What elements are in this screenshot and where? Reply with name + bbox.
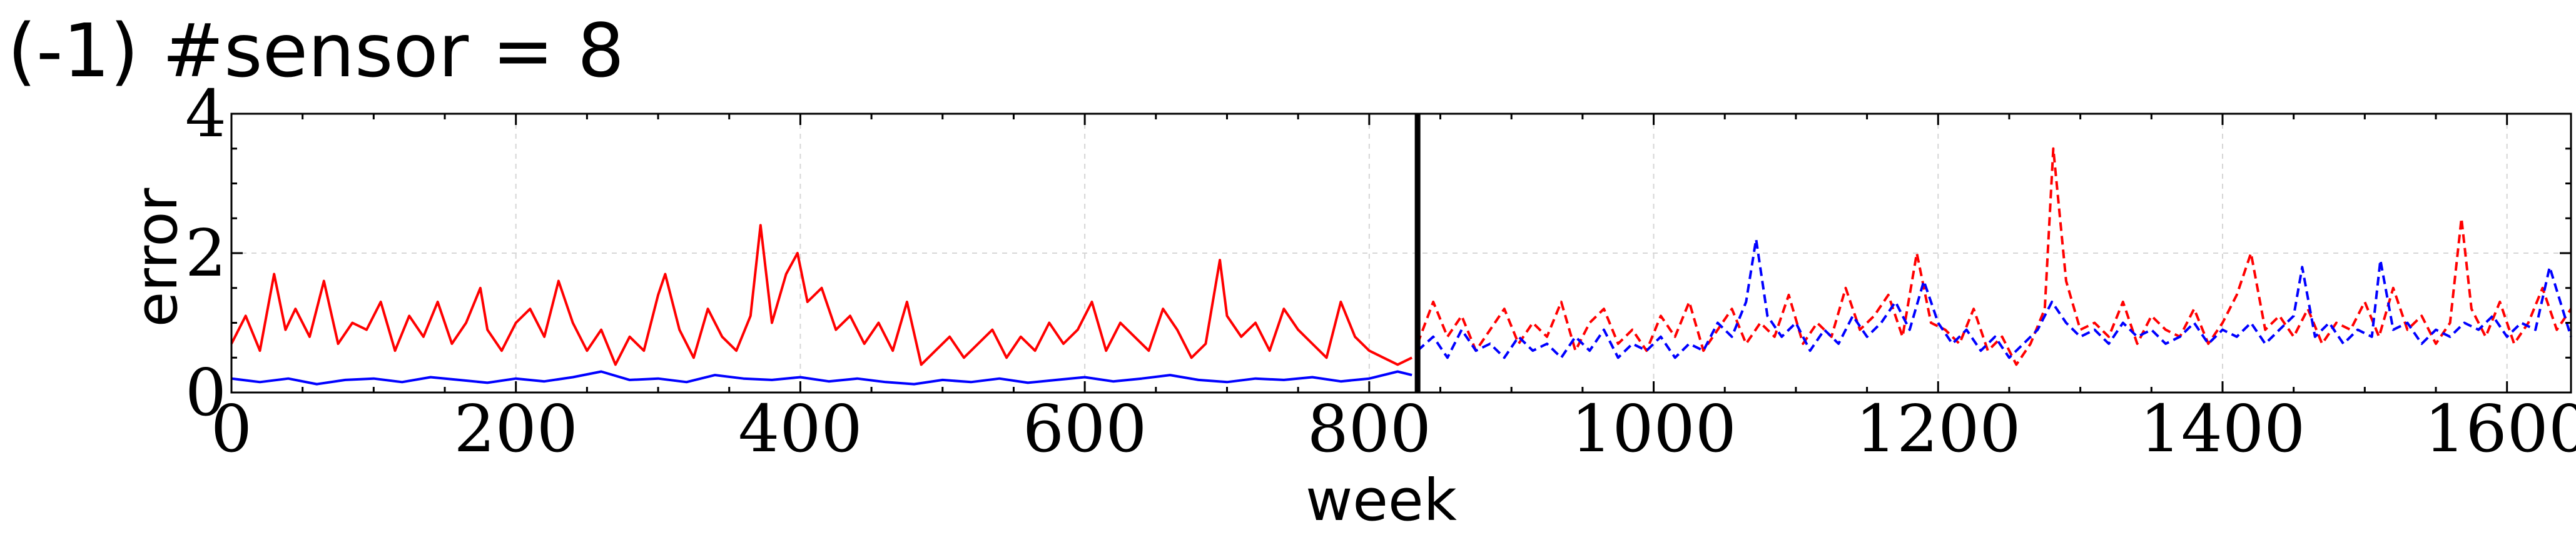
- x-tick-label: 600: [1023, 391, 1147, 467]
- ticks: [230, 112, 2571, 394]
- series-line-1: [230, 224, 1412, 366]
- y-tick-label: 2: [185, 215, 226, 291]
- x-tick-label: 1000: [1571, 391, 1737, 467]
- series-line-2: [231, 370, 1412, 386]
- x-tick-label: 400: [738, 391, 863, 467]
- grid: [231, 113, 2571, 393]
- x-tick-labels: 0 200 400 600 800 1000 1200 1400 1600: [211, 391, 2576, 467]
- y-tick-labels: 0 2 4: [185, 76, 226, 431]
- series-layer: [230, 147, 2572, 386]
- x-tick-label: 800: [1307, 391, 1432, 467]
- y-tick-label: 0: [185, 354, 226, 431]
- y-axis-label: error: [123, 188, 190, 327]
- x-tick-label: 0: [211, 391, 252, 467]
- series-line-3: [1416, 147, 2572, 366]
- x-tick-label: 200: [454, 391, 578, 467]
- x-tick-label: 1400: [2140, 391, 2306, 467]
- x-tick-label: 1200: [1855, 391, 2021, 467]
- x-axis-label: week: [1306, 467, 1457, 534]
- x-tick-label: 1600: [2424, 391, 2576, 467]
- series-line-4: [1416, 238, 2572, 359]
- chart-title: (-1) #sensor = 8: [8, 8, 624, 94]
- y-tick-label: 4: [185, 76, 226, 152]
